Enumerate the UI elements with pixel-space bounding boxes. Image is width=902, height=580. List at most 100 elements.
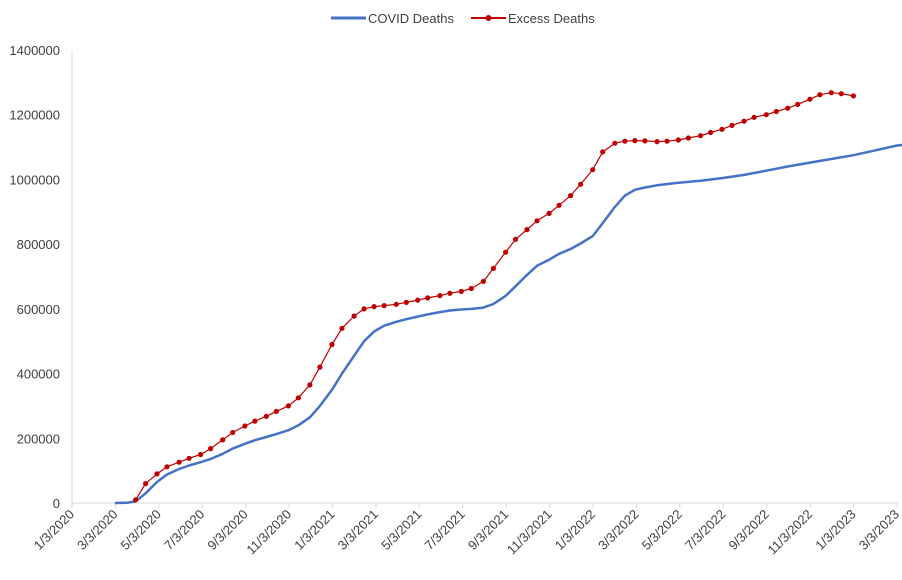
excess-deaths-point — [590, 167, 596, 173]
x-tick-label: 1/3/2021 — [291, 507, 337, 553]
plot-area — [114, 90, 902, 505]
x-tick-label: 11/3/2022 — [764, 507, 815, 558]
x-tick-label: 1/3/2022 — [552, 507, 598, 553]
excess-deaths-point — [154, 471, 160, 477]
y-tick-label: 0 — [53, 496, 60, 511]
y-tick-label: 1000000 — [9, 172, 60, 187]
excess-deaths-point — [339, 325, 345, 331]
legend: COVID Deaths Excess Deaths — [331, 11, 595, 26]
x-tick-label: 3/3/2020 — [74, 507, 120, 553]
excess-deaths-point — [850, 93, 857, 99]
excess-deaths-point — [371, 304, 377, 310]
x-tick-label: 3/3/2022 — [595, 507, 641, 553]
excess-deaths-point — [785, 105, 791, 111]
excess-deaths-point — [176, 459, 182, 465]
y-tick-label: 1400000 — [9, 43, 60, 58]
covid-deaths-line — [114, 143, 902, 505]
x-tick-label: 3/3/2023 — [856, 507, 902, 553]
y-axis: 0 200000 400000 600000 800000 1000000 1200000 1… — [9, 43, 73, 511]
excess-deaths-point — [490, 265, 496, 271]
excess-deaths-point — [186, 455, 192, 461]
excess-deaths-point — [524, 227, 530, 233]
x-tick-label: 1/3/2023 — [812, 507, 858, 553]
excess-deaths-point — [642, 138, 648, 144]
excess-deaths-point — [252, 418, 258, 424]
excess-deaths-point — [773, 108, 779, 115]
excess-deaths-point — [458, 288, 464, 294]
y-tick-label: 600000 — [17, 302, 60, 317]
excess-deaths-point — [230, 429, 236, 436]
excess-deaths-point — [578, 181, 584, 187]
y-tick-label: 200000 — [17, 431, 60, 446]
excess-deaths-point — [329, 341, 335, 348]
excess-deaths-point — [622, 138, 628, 144]
excess-deaths-point — [307, 382, 313, 388]
x-tick-label: 5/3/2022 — [639, 507, 685, 553]
x-tick-label: 1/3/2020 — [31, 507, 77, 553]
x-tick-label: 7/3/2022 — [682, 507, 728, 553]
excess-deaths-point — [381, 303, 387, 309]
excess-deaths-point — [741, 118, 747, 124]
excess-deaths-point — [828, 90, 834, 96]
excess-deaths-point — [698, 133, 704, 139]
excess-deaths-point — [751, 114, 757, 120]
excess-deaths-point — [612, 140, 618, 146]
excess-deaths-point — [556, 202, 562, 208]
excess-deaths-point — [468, 285, 474, 292]
excess-deaths-point — [164, 464, 170, 470]
excess-deaths-line — [135, 92, 854, 501]
x-tick-label: 5/3/2021 — [378, 507, 424, 553]
x-tick-label: 5/3/2020 — [118, 507, 164, 553]
excess-deaths-point — [220, 437, 226, 443]
y-tick-label: 400000 — [17, 367, 60, 382]
excess-deaths-point — [534, 218, 540, 224]
excess-deaths-point — [664, 138, 670, 144]
excess-deaths-point — [393, 301, 399, 307]
excess-deaths-point — [351, 313, 357, 319]
excess-deaths-point — [437, 293, 443, 299]
y-tick-label: 1200000 — [9, 108, 60, 123]
excess-deaths-point — [513, 236, 519, 242]
excess-deaths-point — [447, 290, 453, 296]
excess-deaths-point — [838, 91, 844, 97]
excess-deaths-point — [503, 249, 509, 255]
excess-deaths-point — [817, 92, 823, 98]
excess-deaths-point — [708, 129, 714, 136]
excess-deaths-point — [285, 403, 291, 409]
excess-deaths-point — [425, 295, 431, 301]
excess-deaths-point — [654, 139, 660, 145]
x-tick-label: 11/3/2020 — [243, 507, 294, 558]
excess-deaths-point — [729, 122, 735, 128]
excess-deaths-point — [403, 299, 409, 305]
excess-deaths-point — [242, 423, 248, 429]
excess-deaths-point — [546, 210, 552, 216]
x-tick-label: 7/3/2020 — [161, 507, 207, 553]
excess-deaths-point — [763, 112, 769, 118]
legend-label-covid-deaths: COVID Deaths — [368, 11, 454, 26]
x-tick-label: 7/3/2021 — [422, 507, 468, 553]
excess-deaths-point — [143, 481, 149, 487]
excess-deaths-point — [415, 297, 421, 303]
excess-deaths-point — [263, 413, 269, 419]
excess-deaths-point — [600, 149, 606, 155]
excess-deaths-point — [632, 138, 638, 144]
excess-deaths-point — [208, 446, 214, 452]
excess-deaths-point — [675, 137, 682, 143]
excess-deaths-point — [273, 408, 279, 414]
x-tick-label: 11/3/2021 — [504, 507, 555, 558]
excess-deaths-point — [568, 193, 574, 199]
excess-deaths-point — [685, 135, 692, 141]
x-axis: 1/3/20203/3/20205/3/20207/3/20209/3/2020… — [31, 502, 902, 558]
excess-deaths-point — [133, 497, 139, 503]
excess-deaths-point — [361, 306, 367, 312]
x-tick-label: 3/3/2021 — [335, 507, 381, 553]
y-tick-label: 800000 — [17, 237, 60, 252]
legend-marker-excess-deaths — [485, 15, 492, 21]
excess-deaths-point — [719, 126, 725, 132]
excess-deaths-point — [295, 395, 301, 401]
excess-deaths-point — [198, 451, 204, 458]
excess-deaths-point — [480, 278, 486, 284]
excess-deaths-point — [317, 364, 323, 370]
legend-label-excess-deaths: Excess Deaths — [508, 11, 595, 26]
